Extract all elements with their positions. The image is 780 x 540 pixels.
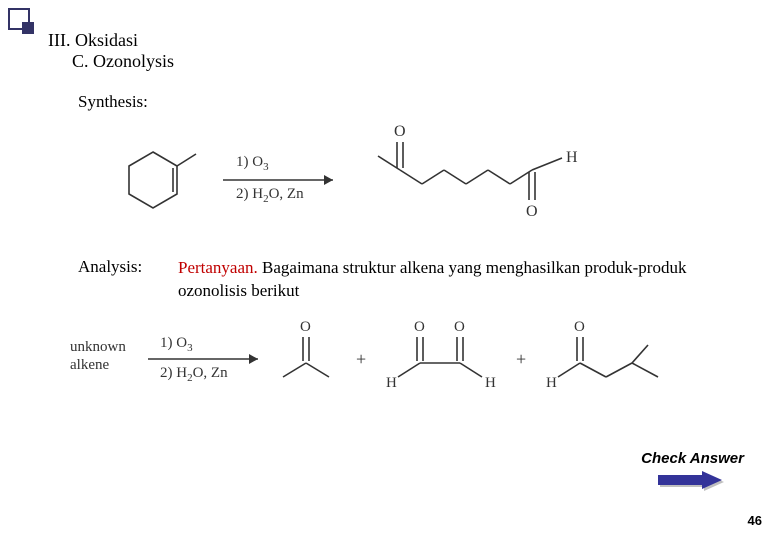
svg-text:1) O3: 1) O3 [160, 335, 193, 354]
glyoxal-o-left: O [414, 319, 425, 335]
plus-1: + [356, 349, 366, 369]
ald3-h: H [546, 375, 557, 391]
atom-h-aldehyde: H [566, 149, 578, 166]
glyoxal-h-left: H [386, 375, 397, 391]
svg-text:1) O3: 1) O3 [236, 154, 269, 173]
analysis-row: Analysis: Pertanyaan. Bagaimana struktur… [78, 257, 750, 303]
analysis-question: Pertanyaan. Bagaimana struktur alkena ya… [178, 257, 750, 303]
heading-sub: C. Ozonolysis [72, 51, 750, 72]
glyoxal-o-right: O [454, 319, 465, 335]
reagent1-synth: 1) O [236, 154, 263, 170]
slide-content: III. Oksidasi C. Ozonolysis Synthesis: 1… [48, 30, 750, 406]
check-answer-block: Check Answer [641, 450, 744, 500]
analysis-label: Analysis: [78, 257, 158, 303]
atom-o-aldehyde: O [526, 203, 538, 220]
check-answer-button[interactable]: Check Answer [641, 450, 744, 467]
next-arrow-button[interactable] [658, 471, 728, 500]
synthesis-label: Synthesis: [78, 92, 750, 112]
plus-2: + [516, 349, 526, 369]
reagent2-synth-a: 2) H [236, 186, 263, 202]
question-word: Pertanyaan. [178, 258, 258, 277]
heading-main: III. Oksidasi [48, 30, 750, 51]
acetone-o: O [300, 319, 311, 335]
synthesis-diagram: 1) O3 2) H2O, Zn [88, 118, 750, 233]
reagent1-ana: 1) O [160, 335, 187, 351]
glyoxal-h-right: H [485, 375, 496, 391]
reagent2-ana-a: 2) H [160, 365, 187, 381]
unknown-line1: unknown [70, 339, 126, 355]
analysis-diagram: unknown alkene 1) O3 2) H2O, Zn O + [68, 311, 750, 406]
ald3-o: O [574, 319, 585, 335]
svg-text:2) H2O, Zn: 2) H2O, Zn [236, 186, 304, 205]
atom-o-ketone: O [394, 123, 406, 140]
svg-text:2) H2O, Zn: 2) H2O, Zn [160, 365, 228, 384]
page-number: 46 [748, 513, 762, 528]
unknown-line2: alkene [70, 357, 109, 373]
accent-square-fill [22, 22, 34, 34]
